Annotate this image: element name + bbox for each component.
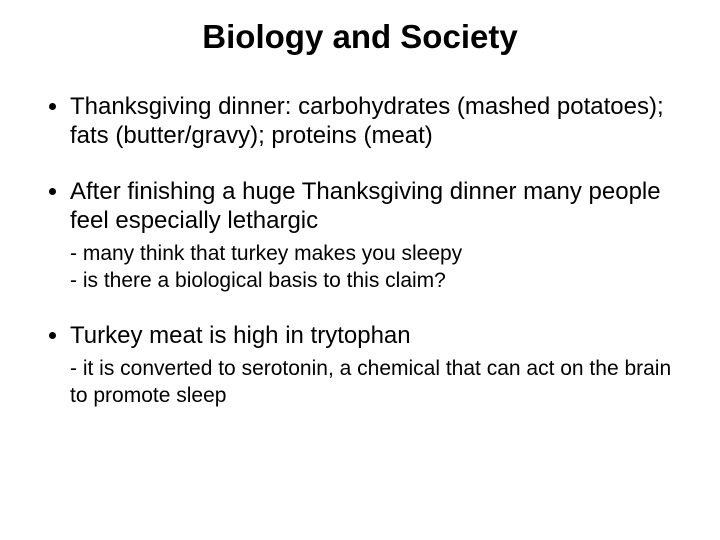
sub-item: - it is converted to serotonin, a chemic… (70, 356, 680, 410)
bullet-list: Thanksgiving dinner: carbohydrates (mash… (40, 92, 680, 410)
slide-title: Biology and Society (40, 18, 680, 56)
list-item: After finishing a huge Thanksgiving dinn… (70, 177, 680, 295)
bullet-text: Turkey meat is high in trytophan (70, 322, 411, 349)
sub-item: - is there a biological basis to this cl… (70, 268, 680, 295)
bullet-text: After finishing a huge Thanksgiving dinn… (70, 178, 661, 234)
sub-item: - many think that turkey makes you sleep… (70, 241, 680, 268)
list-item: Thanksgiving dinner: carbohydrates (mash… (70, 92, 680, 151)
bullet-text: Thanksgiving dinner: carbohydrates (mash… (70, 93, 664, 149)
list-item: Turkey meat is high in trytophan - it is… (70, 321, 680, 410)
slide: Biology and Society Thanksgiving dinner:… (0, 0, 720, 540)
sub-list: - it is converted to serotonin, a chemic… (70, 356, 680, 410)
sub-list: - many think that turkey makes you sleep… (70, 241, 680, 295)
